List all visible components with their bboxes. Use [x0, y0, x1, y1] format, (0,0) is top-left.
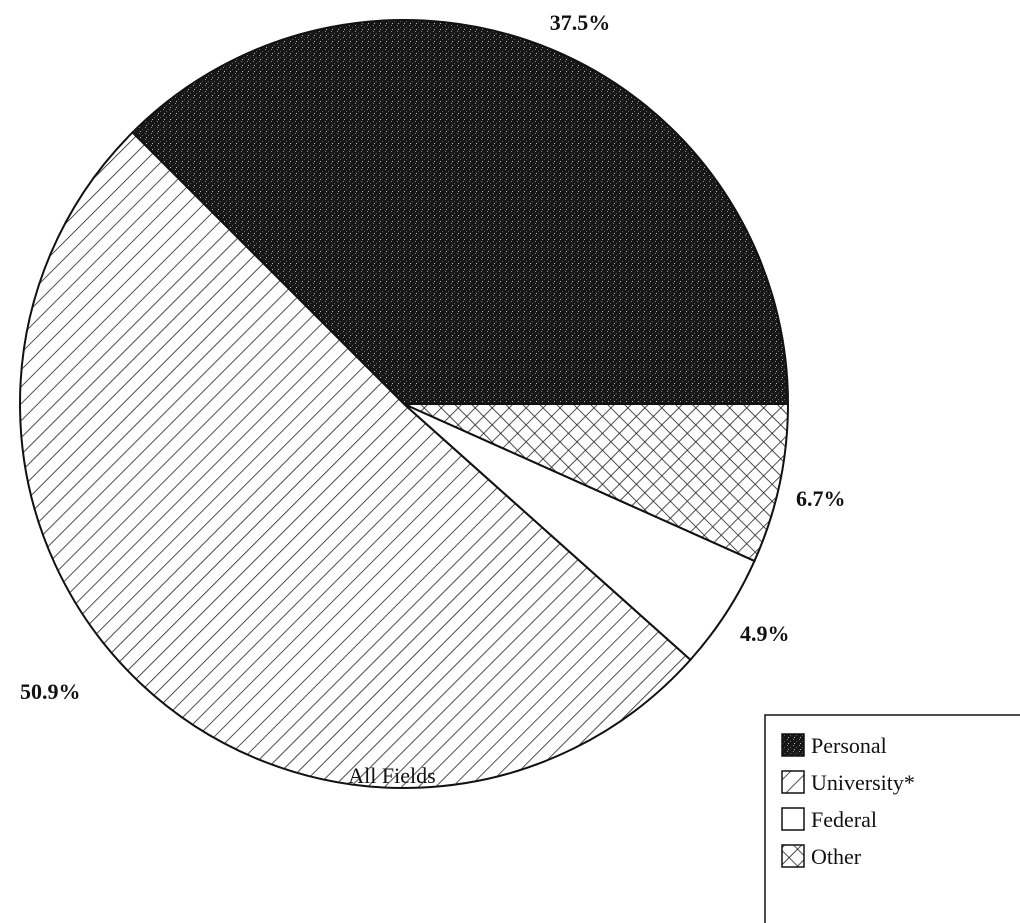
legend-box	[764, 714, 1020, 923]
legend-label-university: University*	[811, 770, 915, 795]
pie-slice-other	[403, 403, 790, 563]
data-label-personal: 37.5%	[550, 10, 611, 35]
legend-label-other: Other	[811, 844, 862, 869]
pie-slices	[19, 19, 790, 789]
legend-swatch-federal	[781, 807, 805, 831]
pie-slice-university	[19, 131, 692, 789]
data-label-university: 50.9%	[20, 679, 81, 704]
legend: Personal University* Federal Other	[764, 714, 1020, 923]
legend-label-personal: Personal	[811, 733, 887, 758]
pie-labels: 37.5% 50.9% 4.9% 6.7%	[20, 10, 846, 704]
legend-swatch-university	[781, 770, 805, 794]
chart-caption: All Fields	[348, 763, 435, 788]
pie-slice-personal	[131, 19, 790, 405]
data-label-federal: 4.9%	[740, 621, 790, 646]
legend-swatch-personal	[781, 733, 805, 757]
legend-swatch-other	[781, 844, 805, 868]
data-label-other: 6.7%	[796, 486, 846, 511]
legend-label-federal: Federal	[811, 807, 877, 832]
